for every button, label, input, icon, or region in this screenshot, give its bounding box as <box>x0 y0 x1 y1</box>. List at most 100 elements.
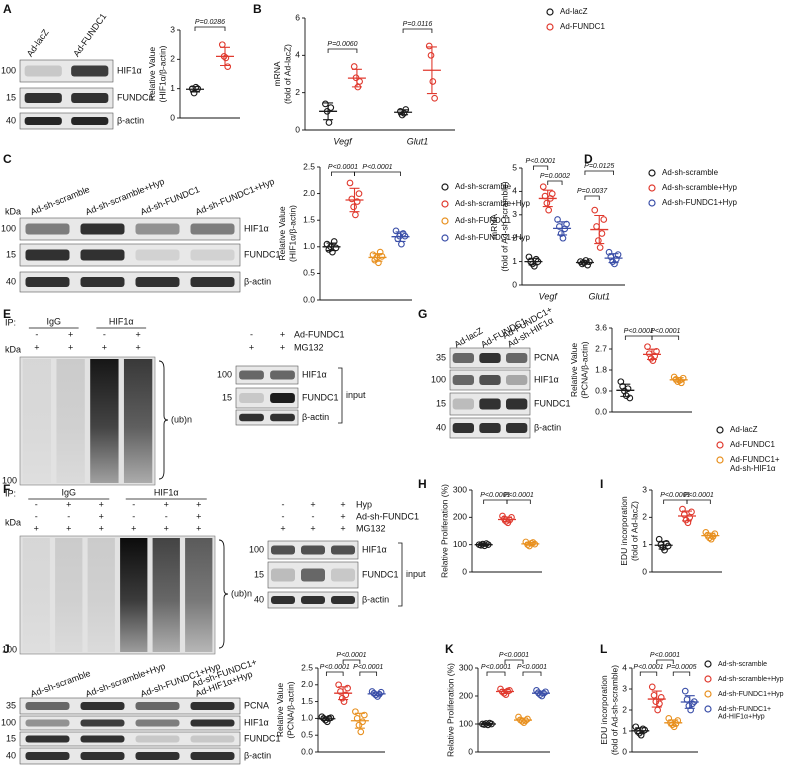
band <box>80 223 125 235</box>
significance-bracket <box>483 499 508 504</box>
data-point <box>657 694 665 701</box>
category-label: Vegf <box>333 136 353 146</box>
data-point <box>322 100 329 108</box>
data-point <box>218 41 226 49</box>
data-point <box>650 691 658 699</box>
y-tick-label: 1 <box>170 83 175 93</box>
condition-label: Ad-sh-FUNDC1 <box>356 511 419 521</box>
data-point <box>375 259 382 267</box>
protein-label: PCNA <box>244 700 269 710</box>
data-point <box>398 240 405 248</box>
data-point <box>338 694 346 702</box>
legend-marker <box>716 426 724 434</box>
significance-bracket <box>504 659 524 664</box>
y-axis-label: Relative Value <box>275 683 285 737</box>
panel-letter: H <box>418 477 427 491</box>
kda-marker: 40 <box>436 422 446 432</box>
band <box>270 370 295 380</box>
sd-bar <box>338 686 349 701</box>
data-point <box>352 708 359 716</box>
condition-sign: - <box>67 511 70 521</box>
blot-strip <box>19 271 241 293</box>
y-tick-label: 3 <box>170 24 175 34</box>
y-tick-label: 1.0 <box>301 713 313 723</box>
significance-bracket <box>325 671 344 676</box>
data-point <box>668 721 676 729</box>
sd-bar <box>594 214 605 245</box>
y-tick-label: 2 <box>642 512 647 522</box>
band <box>25 702 70 710</box>
data-point <box>352 211 359 219</box>
p-value: P<0.0001 <box>517 664 547 671</box>
significance-bracket <box>656 659 674 664</box>
data-point <box>539 183 547 191</box>
p-value: P<0.0001 <box>328 164 358 171</box>
data-point <box>598 230 606 237</box>
significance-bracket <box>584 170 614 175</box>
data-point <box>344 684 351 692</box>
band <box>25 719 70 727</box>
condition-sign: - <box>282 511 285 521</box>
y-axis-label: (HIF1α/β-actin) <box>287 205 297 262</box>
sd-bar <box>220 46 230 67</box>
band <box>479 353 501 363</box>
y-axis-label: Relative Value <box>277 206 287 260</box>
legend-marker <box>716 456 724 464</box>
lane-label: Ad-lacZ <box>453 325 485 349</box>
category-label: Glut1 <box>588 291 610 301</box>
y-tick-label: 0 <box>468 746 473 756</box>
condition-sign: + <box>340 523 345 533</box>
band <box>452 423 474 433</box>
condition-sign: - <box>35 511 38 521</box>
condition-sign: + <box>280 523 285 533</box>
ip-group: IgG <box>46 316 61 326</box>
legend-marker <box>546 23 554 31</box>
kda-label: kDa <box>5 344 21 354</box>
ip-group: IgG <box>61 487 76 497</box>
y-axis-label: (fold of Ad-sh-scramble) <box>499 181 509 271</box>
y-tick-label: 0 <box>512 279 517 289</box>
condition-sign: - <box>132 499 135 509</box>
y-tick-label: 1 <box>512 256 517 266</box>
smear-lane <box>90 359 119 483</box>
legend-label: Ad-sh-scramble+Hyp <box>662 183 737 192</box>
y-tick-label: 0 <box>622 746 627 756</box>
sd-bar <box>500 689 510 695</box>
condition-sign: - <box>35 499 38 509</box>
legend-label: Ad-lacZ <box>560 7 588 16</box>
data-point <box>356 78 363 85</box>
p-value: P<0.0001 <box>650 652 680 659</box>
y-tick-label: 2.5 <box>301 662 313 672</box>
input-label: input <box>406 569 426 579</box>
sd-bar <box>354 712 365 729</box>
data-point <box>661 546 668 554</box>
data-point <box>327 104 335 111</box>
smear-label: (ub)n <box>171 414 192 424</box>
y-tick-label: 0.0 <box>301 746 313 756</box>
blot-strip <box>19 697 241 715</box>
data-point <box>591 206 599 214</box>
significance-bracket <box>672 671 691 676</box>
legend-label: Ad-sh-scramble <box>662 168 719 177</box>
smear-lane <box>120 538 148 652</box>
band <box>506 353 528 363</box>
y-tick-label: 0 <box>170 112 175 122</box>
y-axis-label: (fold of Ad-lacZ) <box>629 501 639 561</box>
data-point <box>600 216 608 223</box>
band <box>71 65 109 77</box>
y-axis-label: (PCNA/β-actin) <box>285 681 295 738</box>
sd-bar <box>705 532 716 539</box>
data-point <box>361 711 368 719</box>
data-point <box>632 723 640 731</box>
significance-bracket <box>624 335 653 340</box>
kda-marker: 40 <box>6 750 16 760</box>
kda-marker: 35 <box>436 352 446 362</box>
sd-bar <box>608 253 619 264</box>
kda-marker: 15 <box>222 392 232 402</box>
panel-letter: L <box>600 642 607 656</box>
kda-marker: 100 <box>217 369 232 379</box>
condition-sign: - <box>35 329 38 339</box>
condition-label: MG132 <box>356 523 386 533</box>
p-value: P<0.0001 <box>362 164 392 171</box>
significance-bracket <box>584 195 600 200</box>
